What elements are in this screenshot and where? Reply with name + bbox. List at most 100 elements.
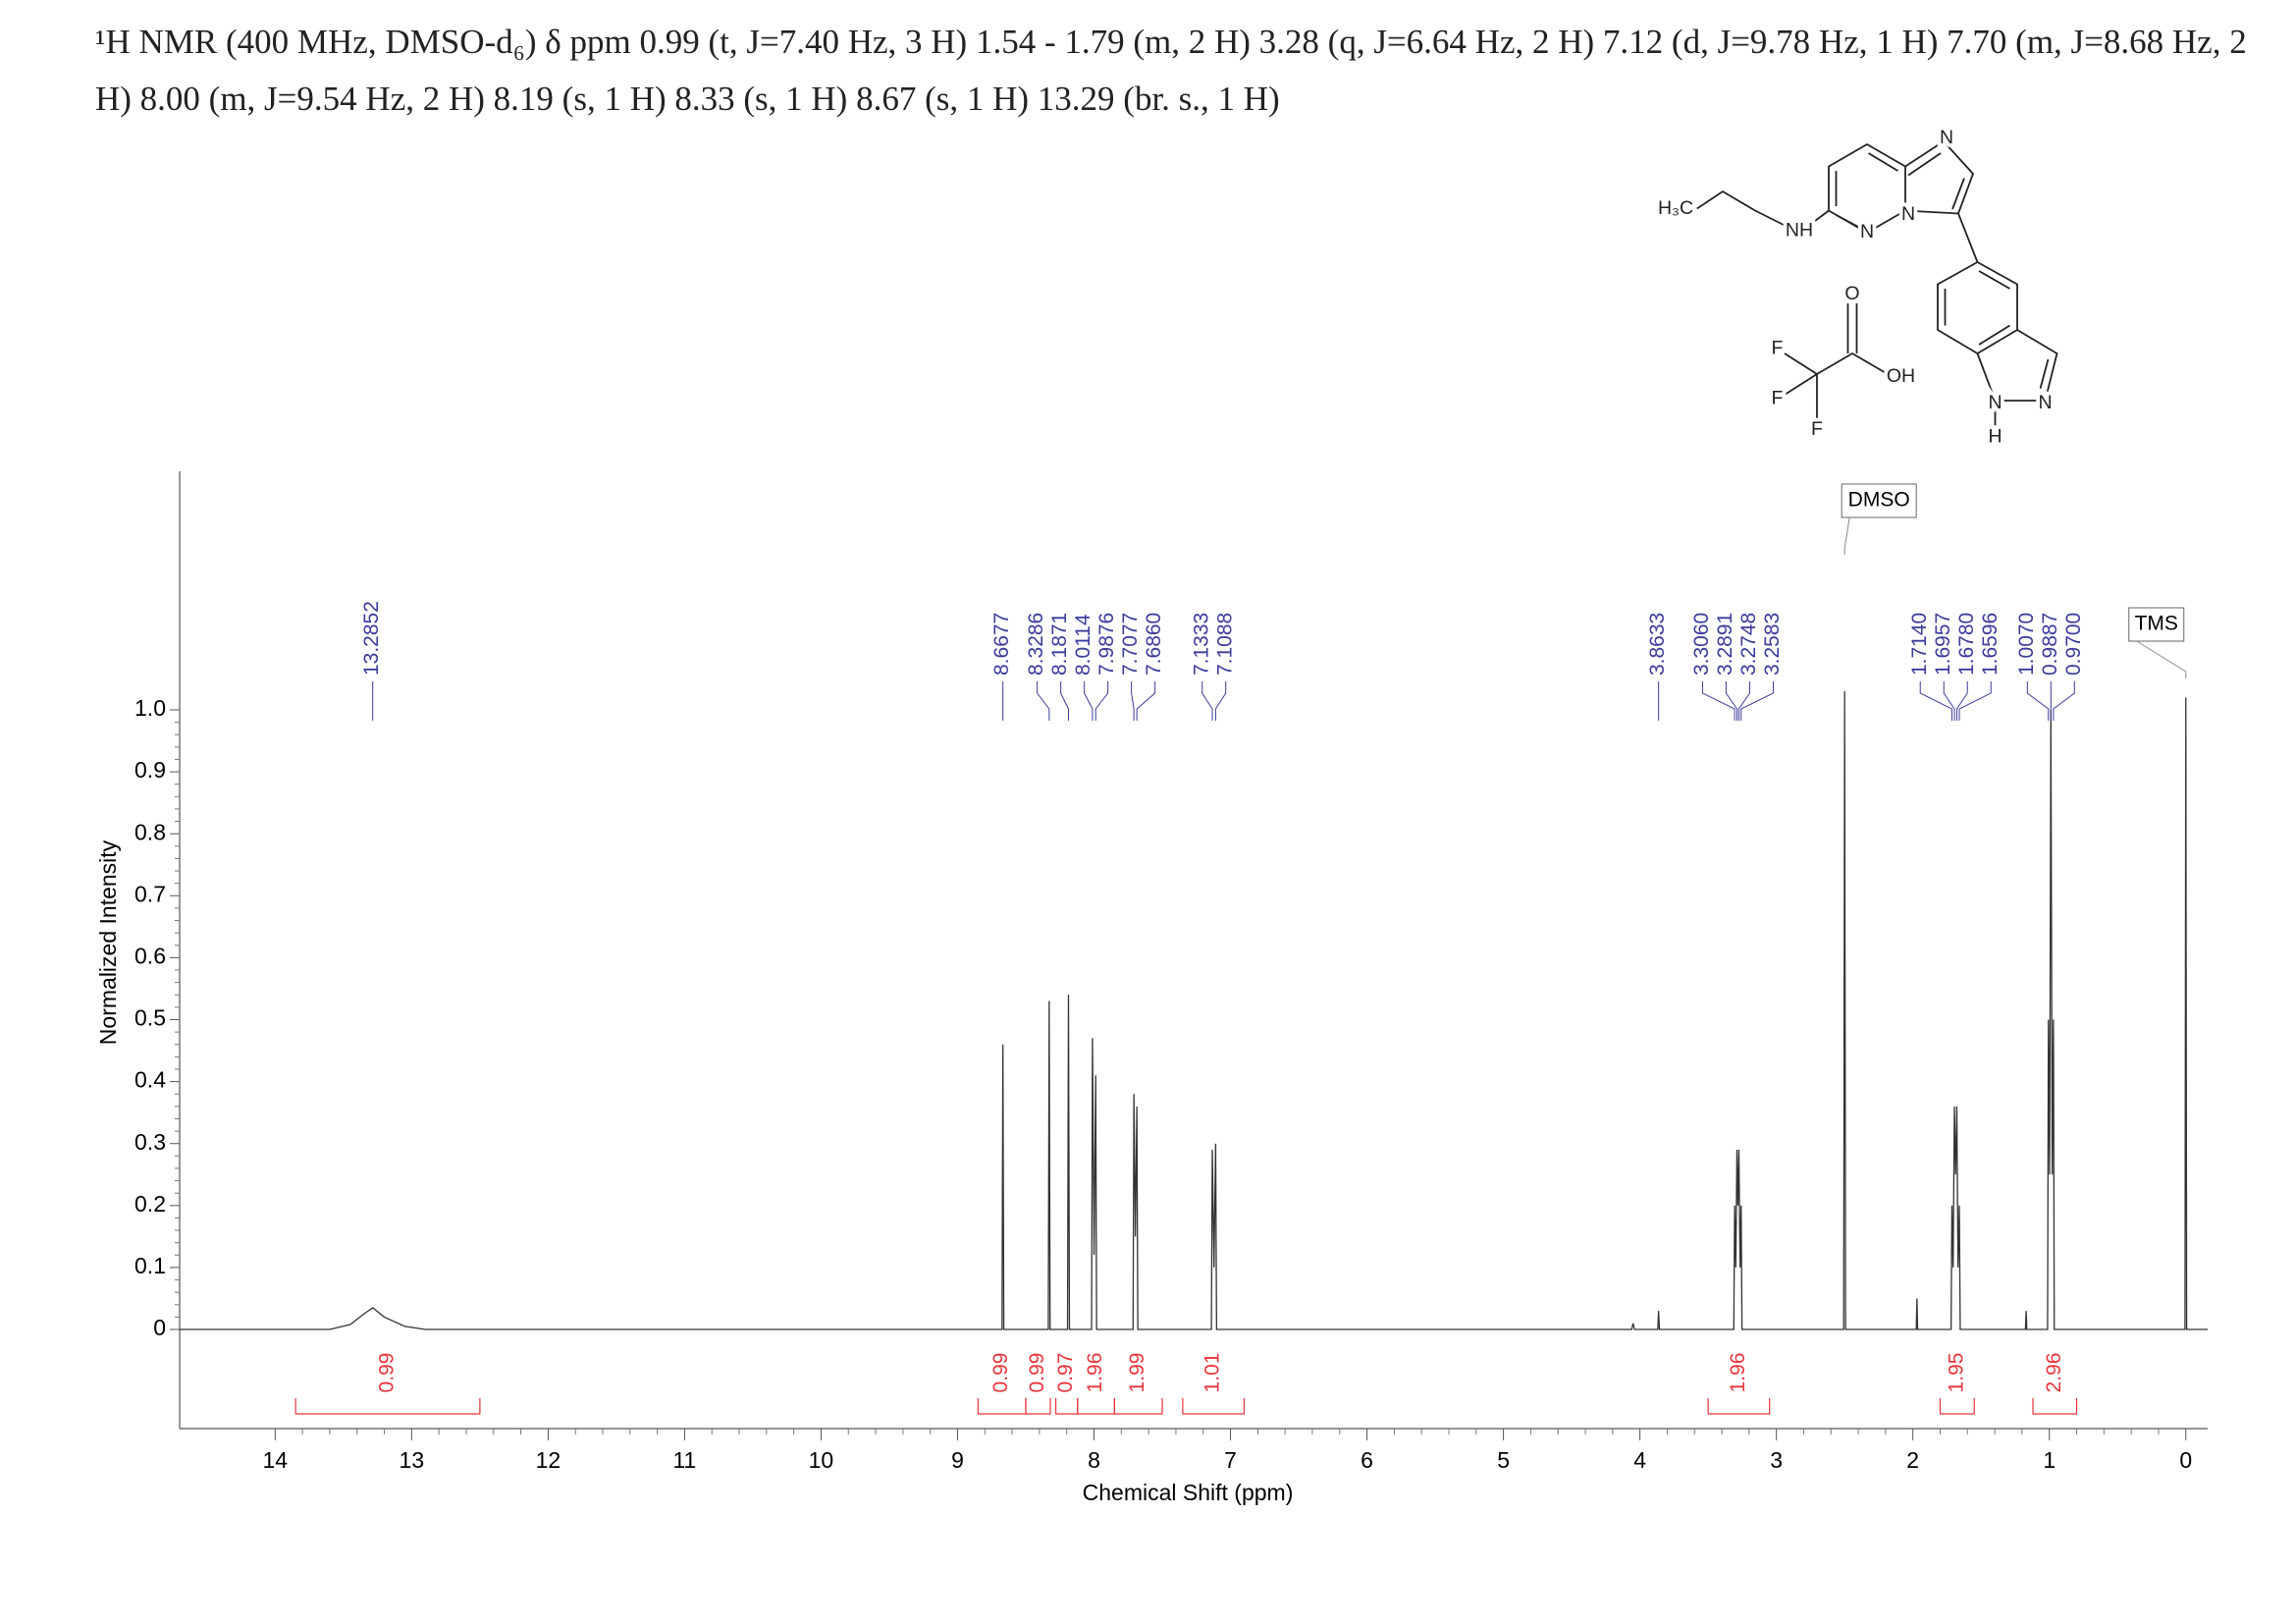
bond [1937,260,2018,355]
peak-connector [1958,681,1992,721]
bond [1784,373,1818,396]
x-tick-label: 8 [1088,1447,1100,1473]
chart-title: ¹H NMR (400 MHz, DMSO-d₆) δ ppm 0.99 (t,… [95,23,2247,118]
bond [1784,352,1818,375]
integral-bracket [1182,1398,1246,1415]
peak-label: 1.6780 [1955,613,1978,676]
integral-bracket [1707,1398,1771,1415]
peak-label: 1.6596 [1979,613,2002,676]
peak-connector [1943,681,1955,721]
bond [1957,213,1979,263]
bond [1904,139,1975,215]
annotation-pointer [1843,516,1850,555]
integral-bracket [2032,1398,2078,1415]
peak-label: 7.7077 [1119,613,1142,676]
peak-connector [1214,681,1227,721]
bond [1828,142,1906,235]
peak-connector [2026,681,2050,721]
y-tick-label: 0 [153,1315,166,1340]
bond [1978,270,2010,290]
peak-label: 1.0070 [2015,613,2038,676]
x-tick-label: 6 [1361,1447,1373,1473]
peak-label: 8.1871 [1048,613,1071,676]
x-tick-label: 3 [1770,1447,1783,1473]
bond [1978,324,2010,346]
peak-label: 13.2852 [360,601,383,676]
annotation-box [1841,483,1917,518]
x-tick-label: 11 [672,1447,696,1473]
integral-label: 1.99 [1126,1353,1148,1393]
integral-label: 1.01 [1201,1353,1224,1393]
y-tick-label: 0.9 [134,757,166,783]
peak-connector [1095,681,1109,721]
peak-label: 7.6860 [1143,613,1165,676]
atom-label: NH [1786,220,1813,242]
peak-label: 0.9700 [2062,613,2085,676]
x-tick-label: 14 [263,1447,289,1473]
peak-label: 8.6677 [990,613,1013,676]
integral-label: 0.99 [1026,1353,1048,1393]
atom-label: N [2038,392,2052,413]
peak-label: 1.7140 [1908,613,1931,676]
peak-label: 0.9887 [2039,613,2061,676]
peak-label: 7.1088 [1213,613,1236,676]
annotation-pointer [2136,640,2187,678]
y-tick-label: 0.5 [134,1005,166,1031]
atom-label: F [1772,388,1784,409]
bond [1695,189,1786,227]
peak-label: 3.3060 [1690,613,1713,676]
bond [1907,152,1942,177]
atom-label: OH [1887,365,1915,387]
integral-label: 1.96 [1727,1353,1749,1393]
y-axis-label: Normalized Intensity [95,839,121,1045]
peak-label: 7.1333 [1190,613,1212,676]
y-tick-label: 0.4 [134,1067,166,1093]
peak-connector [1131,681,1135,721]
bond [1836,214,1862,230]
peak-label: 3.2748 [1737,613,1760,676]
x-tick-label: 4 [1633,1447,1646,1473]
peak-connector [1701,681,1735,721]
peak-connector [1037,681,1050,721]
y-tick-label: 0.8 [134,819,166,844]
x-tick-label: 0 [2179,1447,2192,1473]
peak-connector [2053,681,2075,721]
y-tick-label: 0.1 [134,1253,166,1278]
x-tick-label: 7 [1224,1447,1237,1473]
x-axis-label: Chemical Shift (ppm) [1083,1480,1294,1505]
x-tick-label: 5 [1497,1447,1510,1473]
structure: H₃C NH N N N N N H O OH F F F [1654,123,2058,451]
spectrum-line [180,691,2208,1330]
peak-label: 3.8633 [1646,613,1669,676]
peak-connector [1084,681,1094,721]
peak-label: 8.3286 [1025,613,1047,676]
peak-connector [1136,681,1156,721]
peak-connector [1725,681,1737,721]
atom-label: F [1811,418,1823,440]
x-tick-label: 1 [2043,1447,2056,1473]
x-tick-label: 13 [400,1447,425,1473]
atom-label: O [1844,283,1859,304]
peak-label: 7.9876 [1095,613,1118,676]
bond [1868,152,1898,172]
peak-label: 3.2891 [1714,613,1736,676]
peak-label: 1.6957 [1932,613,1954,676]
y-tick-label: 0.7 [134,881,166,906]
x-tick-label: 9 [951,1447,964,1473]
peak-connector [1919,681,1952,721]
x-tick-label: 10 [809,1447,834,1473]
x-tick-label: 2 [1906,1447,1919,1473]
annotation-box [2128,607,2185,642]
atom-label: H₃C [1658,197,1693,219]
peak-connector [1740,681,1774,721]
peak-connector [1060,681,1069,721]
peak-connector [1737,681,1750,721]
bond [2037,358,2050,399]
integral-label: 2.96 [2043,1353,2065,1393]
integral-bracket [977,1398,1027,1415]
atom-label: N [1988,392,2002,413]
integral-bracket [1054,1398,1079,1415]
annotation-label: DMSO [1848,489,1910,512]
